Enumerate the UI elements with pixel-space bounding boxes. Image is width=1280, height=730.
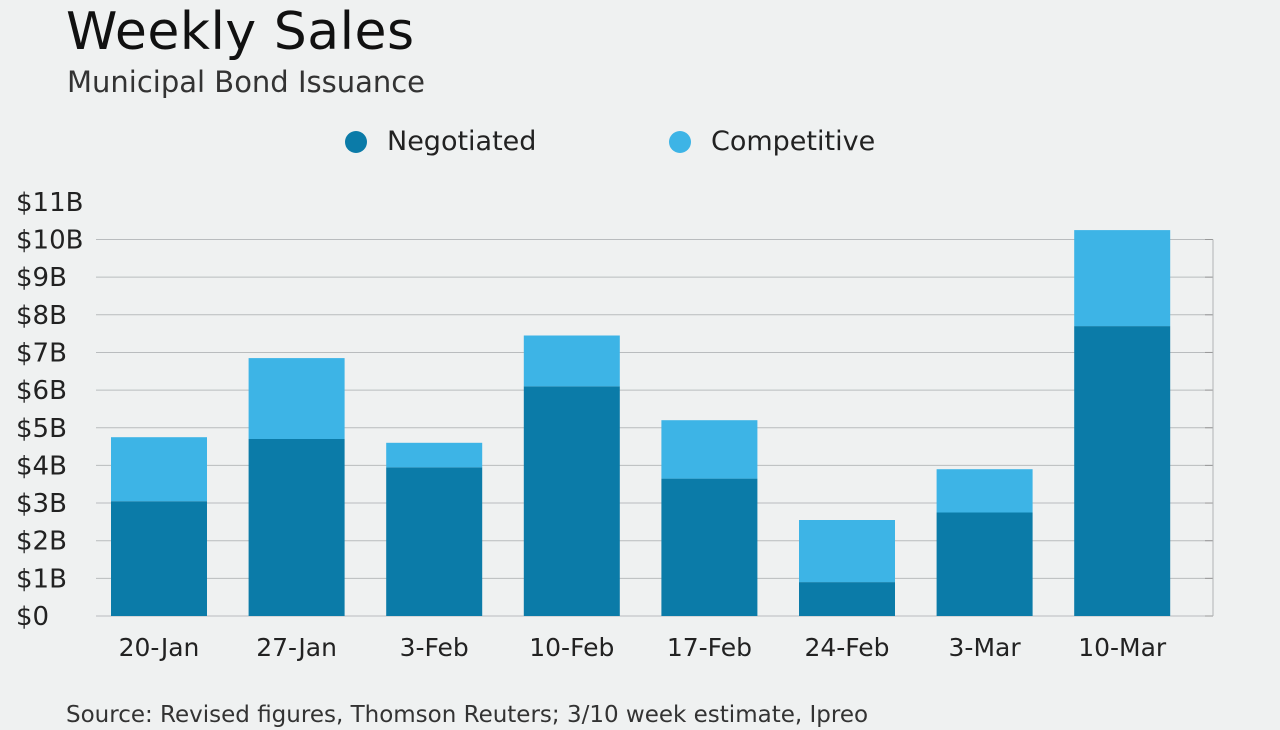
y-tick-label: $2B bbox=[16, 527, 67, 557]
legend-label-negotiated: Negotiated bbox=[387, 126, 537, 157]
legend-swatch-competitive bbox=[669, 131, 691, 153]
x-tick-label: 3-Feb bbox=[400, 633, 469, 662]
source-note: Source: Revised figures, Thomson Reuters… bbox=[66, 702, 869, 728]
bar-negotiated-27-jan bbox=[248, 439, 345, 616]
x-tick-label: 10-Feb bbox=[529, 633, 614, 662]
bar-competitive-17-feb bbox=[661, 420, 758, 479]
chart-subtitle: Municipal Bond Issuance bbox=[67, 65, 426, 99]
legend: Negotiated Competitive bbox=[0, 122, 1280, 162]
y-tick-label: $11B bbox=[16, 188, 83, 218]
legend-swatch-negotiated bbox=[345, 131, 367, 153]
legend-label-competitive: Competitive bbox=[711, 126, 876, 157]
bar-negotiated-10-mar bbox=[1074, 326, 1171, 616]
y-tick-label: $5B bbox=[16, 414, 67, 444]
x-tick-label: 10-Mar bbox=[1078, 633, 1167, 662]
x-tick-label: 3-Mar bbox=[949, 633, 1022, 662]
y-tick-label: $0 bbox=[16, 602, 49, 632]
bar-competitive-10-mar bbox=[1074, 230, 1171, 327]
bar-competitive-24-feb bbox=[799, 520, 895, 583]
bar-competitive-3-feb bbox=[386, 442, 483, 468]
legend-item-negotiated: Negotiated bbox=[345, 122, 536, 162]
bar-competitive-20-jan bbox=[111, 437, 207, 502]
bar-competitive-3-mar bbox=[936, 469, 1033, 513]
bar-negotiated-24-feb bbox=[799, 582, 895, 616]
y-tick-label: $4B bbox=[16, 451, 67, 481]
bar-negotiated-17-feb bbox=[661, 478, 758, 616]
bar-negotiated-10-feb bbox=[523, 386, 620, 616]
y-tick-label: $1B bbox=[16, 564, 67, 594]
y-tick-label: $8B bbox=[16, 301, 67, 331]
x-tick-label: 20-Jan bbox=[119, 633, 200, 662]
y-tick-label: $7B bbox=[16, 338, 67, 368]
y-tick-label: $10B bbox=[16, 226, 83, 256]
chart-title: Weekly Sales bbox=[66, 2, 415, 62]
bar-negotiated-20-jan bbox=[111, 501, 207, 616]
x-tick-label: 27-Jan bbox=[256, 633, 337, 662]
bar-negotiated-3-mar bbox=[936, 512, 1033, 616]
y-tick-label: $6B bbox=[16, 376, 67, 406]
x-tick-label: 17-Feb bbox=[667, 633, 752, 662]
y-tick-label: $9B bbox=[16, 263, 67, 293]
x-tick-label: 24-Feb bbox=[804, 633, 889, 662]
bar-competitive-27-jan bbox=[248, 358, 345, 439]
legend-item-competitive: Competitive bbox=[669, 122, 875, 162]
bar-competitive-10-feb bbox=[523, 335, 620, 387]
bar-negotiated-3-feb bbox=[386, 467, 483, 616]
y-tick-label: $3B bbox=[16, 489, 67, 519]
